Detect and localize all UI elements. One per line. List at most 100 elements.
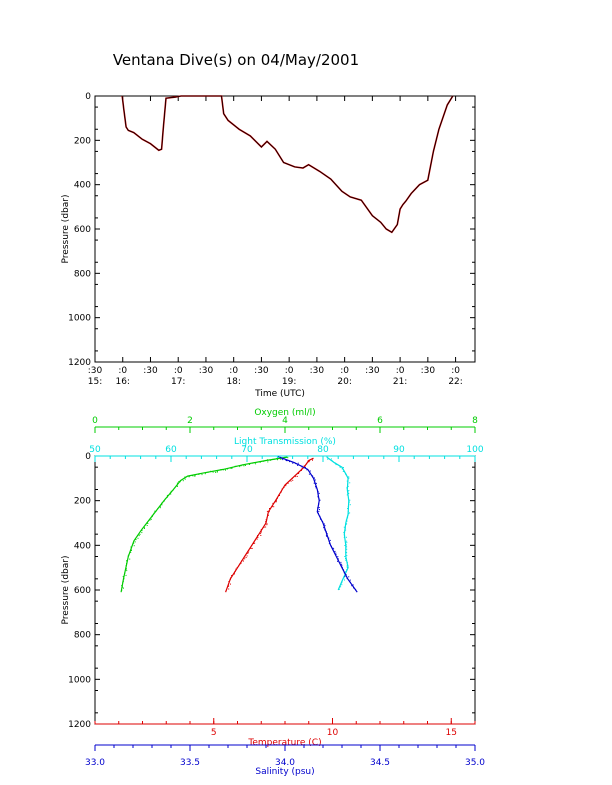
temperature-profile-point <box>297 473 299 474</box>
salinity-profile-point <box>353 587 354 589</box>
oxygen-profile-point <box>223 469 225 471</box>
light-transmission-profile-point <box>327 458 329 460</box>
light-transmission-profile-line <box>326 456 350 591</box>
oxygen-profile-point <box>163 500 165 502</box>
salinity-profile-line <box>279 456 358 593</box>
light-transmission-profile-point <box>340 586 342 588</box>
temperature-profile-point <box>250 547 252 549</box>
temperature-profile-point <box>285 484 287 486</box>
oxygen-profile-point <box>125 574 127 576</box>
temperature-profile-point <box>281 488 283 490</box>
temperature-profile-point <box>251 547 253 549</box>
light-transmission-profile-point <box>343 577 345 579</box>
salinity-profile-point <box>333 548 335 550</box>
temperature-profile-point <box>280 491 282 493</box>
temperature-profile-point <box>231 575 233 576</box>
oxygen-profile-point <box>230 467 232 469</box>
temperature-profile-point <box>275 501 277 503</box>
oxygen-profile-point <box>147 523 149 524</box>
temperature-profile-point <box>275 499 277 501</box>
salinity-profile-point <box>306 468 308 470</box>
light-transmission-profile-point <box>335 462 337 464</box>
oxygen-profile-point <box>161 502 163 504</box>
light-transmission-profile-point <box>348 497 349 499</box>
temperature-tick-label: 5 <box>211 728 217 738</box>
oxygen-profile-point <box>146 522 148 524</box>
salinity-profile-point <box>341 563 343 565</box>
oxygen-profile-point <box>121 585 123 587</box>
temperature-axis-label: Temperature (C) <box>247 738 321 748</box>
light-transmission-profile-point <box>349 512 351 514</box>
salinity-profile-point <box>331 545 332 547</box>
salinity-profile-point <box>350 581 351 583</box>
temperature-profile-point <box>229 578 231 580</box>
light-transmission-profile-point <box>345 524 347 525</box>
temperature-profile-point <box>279 495 280 496</box>
oxygen-profile-point <box>125 567 127 569</box>
salinity-profile-point <box>337 556 339 558</box>
oxygen-profile-point <box>207 471 209 473</box>
salinity-profile-point <box>326 533 328 535</box>
temperature-profile-point <box>225 590 227 592</box>
oxygen-profile-point <box>166 494 168 496</box>
x-tick-minute-label: :30 <box>365 366 380 376</box>
temperature-profile-point <box>263 526 265 528</box>
salinity-tick-label: 34.5 <box>370 758 390 768</box>
oxygen-profile-point <box>122 580 124 582</box>
salinity-profile-point <box>324 529 326 531</box>
salinity-profile-point <box>318 503 320 505</box>
oxygen-profile-point <box>154 510 156 512</box>
temperature-profile-point <box>265 519 267 521</box>
salinity-tick-label: 34.0 <box>275 758 295 768</box>
salinity-profile-point <box>341 565 343 567</box>
temperature-profile-point <box>303 465 305 467</box>
salinity-profile-point <box>325 534 327 536</box>
oxygen-profile-point <box>279 458 281 460</box>
temperature-profile-point <box>306 463 308 465</box>
salinity-profile-point <box>348 576 350 578</box>
light-transmission-profile-point <box>345 558 346 559</box>
light-transmission-profile-point <box>342 467 344 468</box>
oxygen-profile-point <box>141 532 143 534</box>
salinity-profile-point <box>323 527 325 529</box>
temperature-profile-point <box>234 570 236 572</box>
light-transmission-profile-point <box>345 536 347 538</box>
oxygen-profile-point <box>182 480 184 482</box>
light-transmission-profile <box>326 456 351 591</box>
temperature-profile-point <box>228 588 230 590</box>
salinity-profile-point <box>337 560 338 562</box>
dive-trace <box>121 95 454 233</box>
salinity-profile-point <box>340 561 342 563</box>
salinity-profile-point <box>328 540 330 542</box>
oxygen-profile-point <box>216 470 218 472</box>
oxygen-profile-point <box>170 493 172 495</box>
temperature-profile-point <box>240 562 242 564</box>
salinity-profile-point <box>335 552 337 554</box>
temperature-profile-point <box>247 552 249 554</box>
salinity-profile <box>278 456 358 593</box>
y-tick-label: 600 <box>74 586 91 596</box>
y-tick-label: 1200 <box>68 720 91 730</box>
salinity-profile-point <box>281 458 283 460</box>
salinity-profile-point <box>304 467 306 468</box>
salinity-profile-point <box>344 575 346 577</box>
y-tick-label: 1000 <box>68 675 91 685</box>
temperature-profile-point <box>290 480 292 482</box>
light-transmission-profile-point <box>347 485 349 487</box>
x-axis-label: Time (UTC) <box>254 389 305 399</box>
light-transmission-profile-point <box>346 480 348 482</box>
temperature-profile-point <box>278 494 280 496</box>
light-transmission-profile-point <box>342 471 344 472</box>
light-transmission-profile-point <box>343 526 345 528</box>
temperature-profile-point <box>257 536 259 538</box>
oxygen-profile-point <box>135 539 137 541</box>
oxygen-profile-point <box>231 467 233 468</box>
oxygen-profile-line <box>120 456 288 593</box>
oxygen-profile-point <box>161 504 163 506</box>
oxygen-profile-point <box>234 465 236 467</box>
light-transmission-profile-point <box>347 478 349 480</box>
salinity-profile-point <box>337 558 339 560</box>
salinity-profile-point <box>332 547 334 549</box>
temperature-profile-point <box>275 500 277 502</box>
light-transmission-profile-point <box>347 517 349 519</box>
